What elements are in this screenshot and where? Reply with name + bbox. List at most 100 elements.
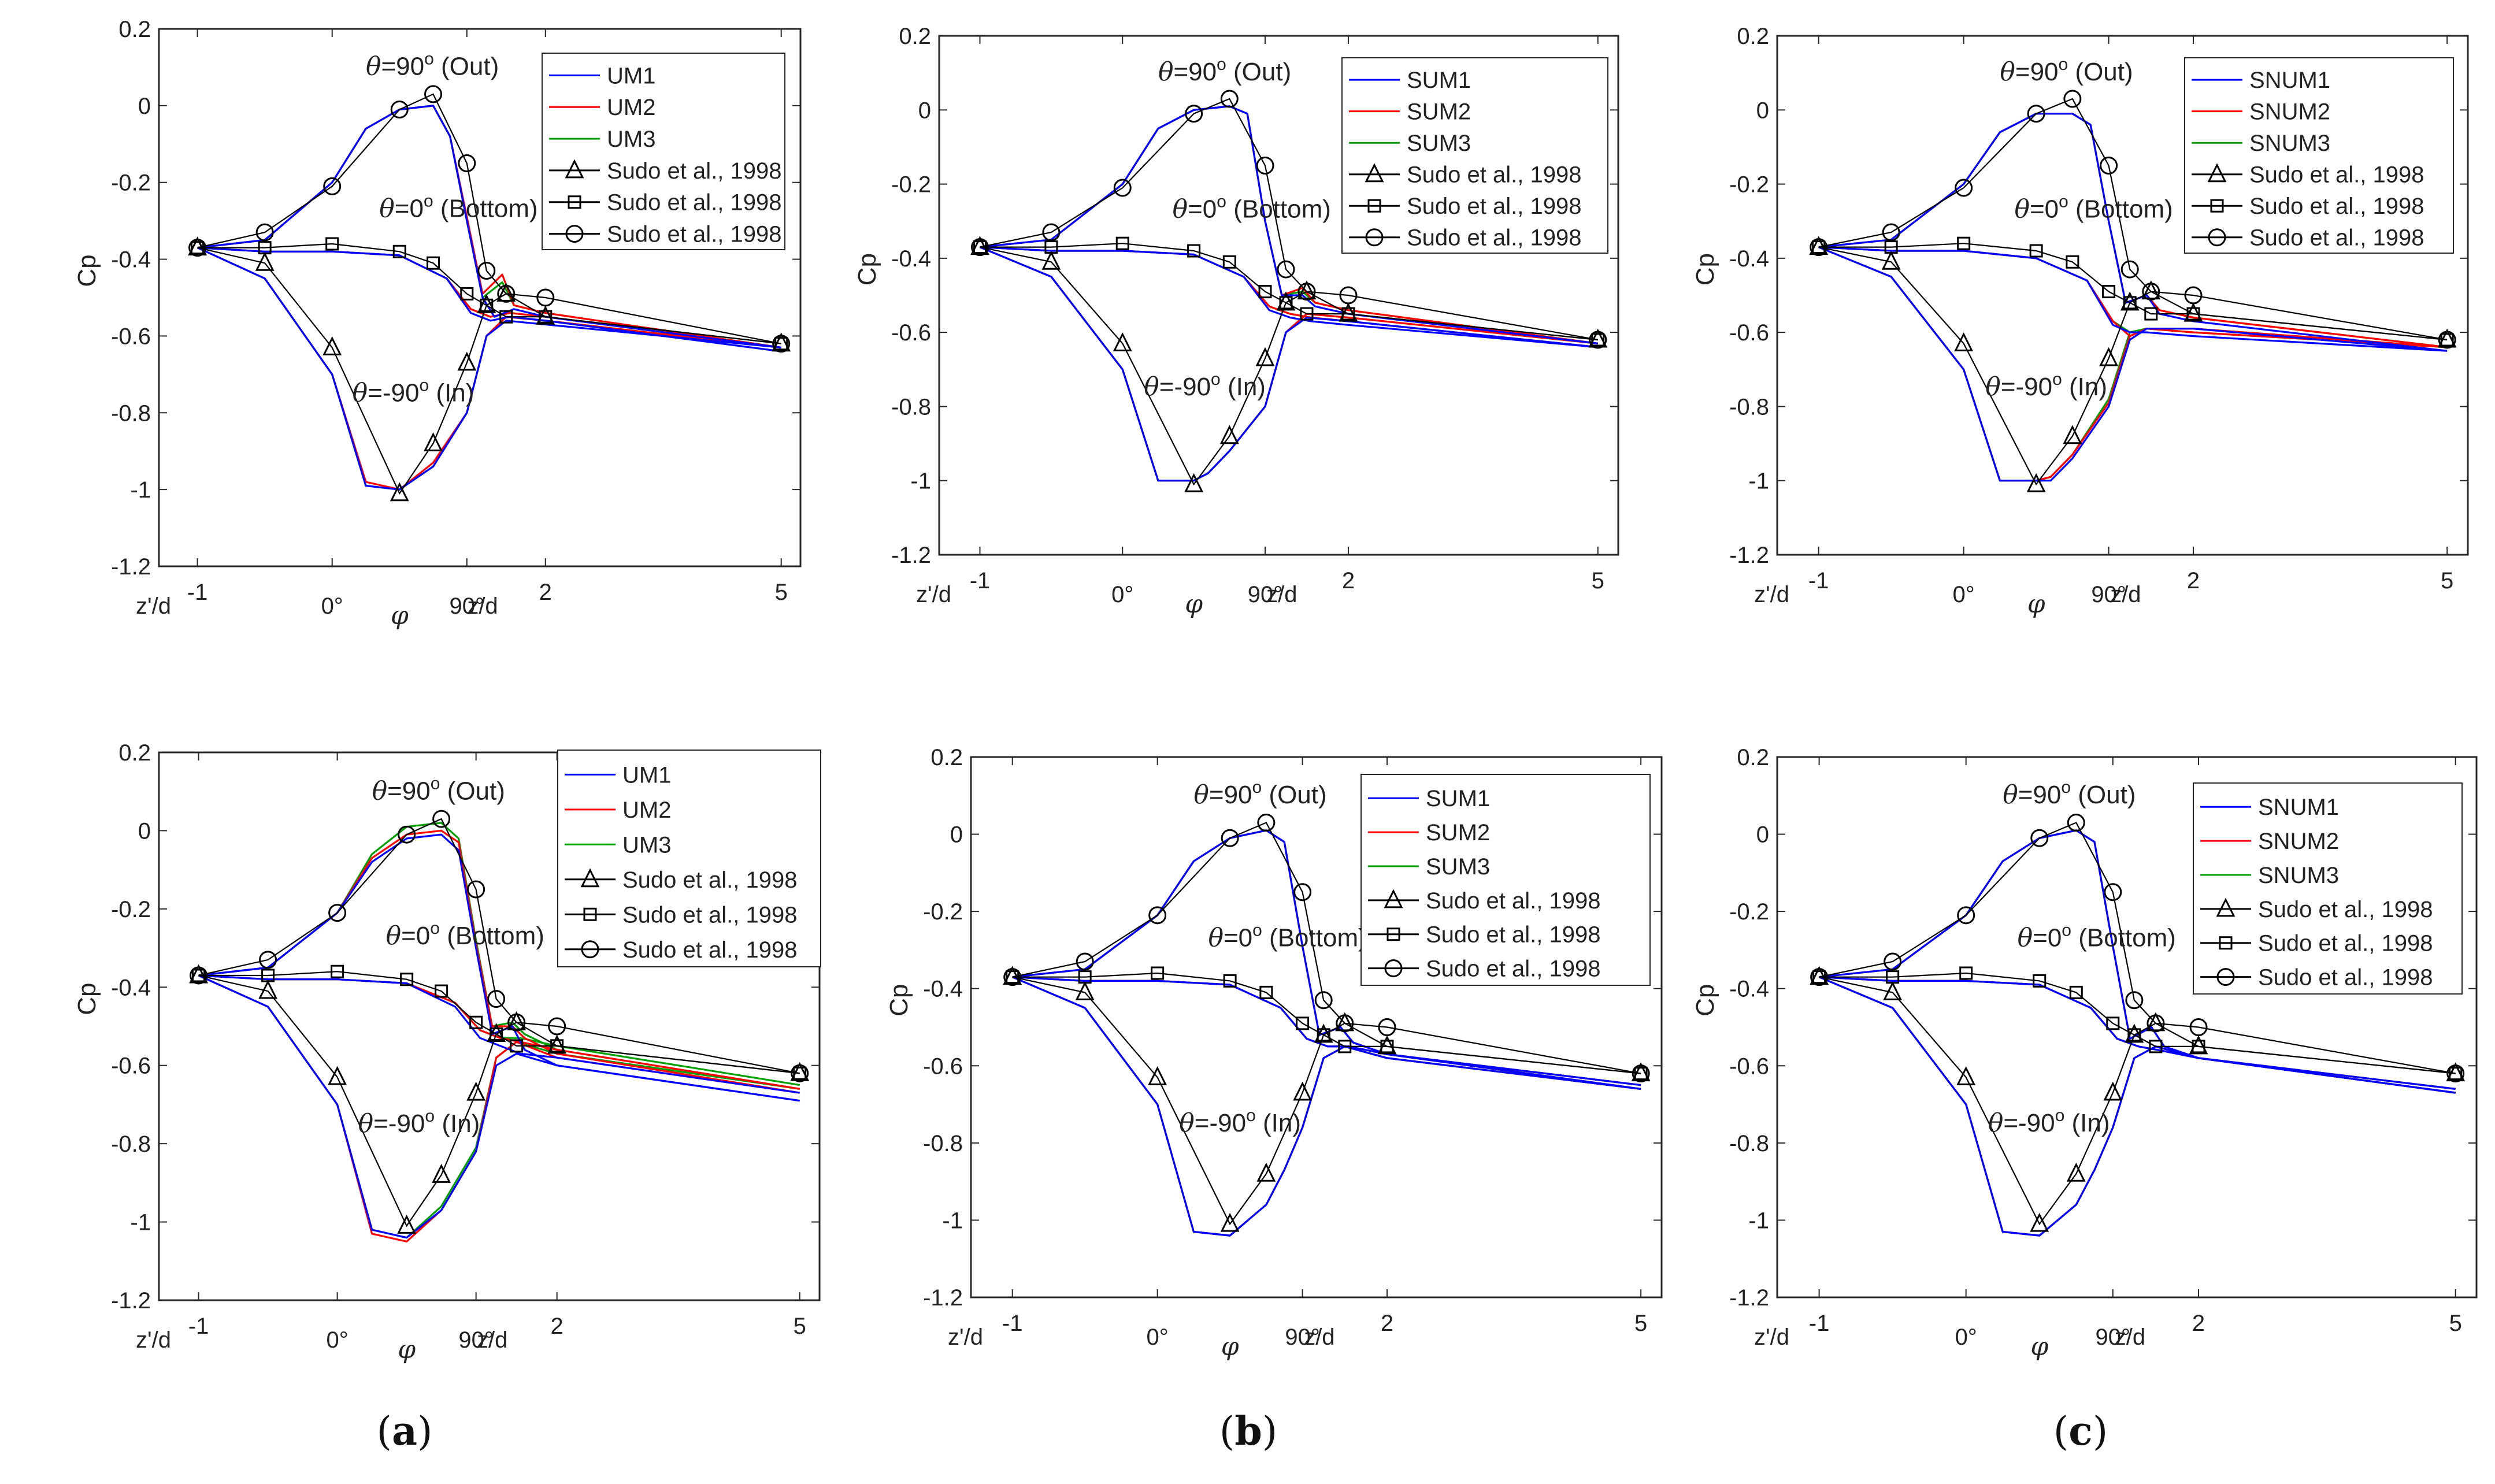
exp-square-line bbox=[1818, 243, 2448, 341]
x-tick-label-phi: φ bbox=[1221, 1332, 1239, 1361]
legend-entry: Sudo et al., 1998 bbox=[2249, 194, 2424, 219]
annotation-bottom-theta: θ bbox=[379, 194, 395, 224]
exp-circle-marker bbox=[2438, 331, 2456, 349]
panel-c2: 0.2 0 -0.2 -0.4 -0.6 -0.8 -1 -1.2 Cp z'/d -1 0° φ 90°… bbox=[1691, 745, 2478, 1361]
y-tick-label: -0.2 bbox=[111, 170, 151, 196]
x-tick-label-deg90: 90° bbox=[1248, 582, 1283, 607]
axes-box bbox=[158, 751, 821, 1301]
annotation-in-degree: o bbox=[425, 1107, 435, 1126]
exp-triangle-marker bbox=[2146, 1012, 2166, 1032]
annotation-out: θ=90o (Out) bbox=[1193, 778, 1326, 810]
exp-circle-marker bbox=[1293, 883, 1312, 901]
exp-circle-marker bbox=[1882, 223, 1900, 242]
annotation-out-value: =90 bbox=[387, 777, 431, 805]
annotation-in-label: (In) bbox=[435, 1110, 480, 1138]
annotation-out-theta: θ bbox=[372, 776, 388, 806]
exp-circle-marker bbox=[1256, 157, 1274, 175]
exp-square-marker bbox=[490, 1027, 503, 1041]
series-m3-in bbox=[197, 247, 781, 491]
exp-circle-marker bbox=[458, 154, 476, 172]
exp-circle-marker bbox=[255, 223, 274, 242]
x-tick-label-m1: -1 bbox=[188, 1314, 209, 1339]
exp-triangle-marker bbox=[2189, 1035, 2208, 1055]
exp-square-marker bbox=[1006, 970, 1019, 984]
exp-circle-marker bbox=[1884, 952, 1902, 971]
exp-circle-marker bbox=[1042, 223, 1061, 242]
legend-entry: Sudo et al., 1998 bbox=[1407, 225, 1581, 251]
series-m1-bottom bbox=[1819, 976, 2456, 1090]
exp-square-marker bbox=[2144, 307, 2158, 321]
exp-circle-marker bbox=[2027, 105, 2045, 123]
annotation-in-degree: o bbox=[2055, 1106, 2065, 1125]
exp-triangle-marker bbox=[2103, 1081, 2123, 1101]
legend-entry: Sudo et al., 1998 bbox=[1426, 956, 1600, 982]
annotation-bottom-degree: o bbox=[2059, 192, 2068, 211]
exp-square-marker bbox=[973, 240, 987, 254]
exp-circle-marker bbox=[1336, 1014, 1354, 1033]
annotation-out: θ=90o (Out) bbox=[1158, 55, 1291, 87]
exp-circle-marker bbox=[971, 238, 989, 257]
legend: UM1 UM2 UM3 Sudo et al., 1998 Sudo et al., 1… bbox=[557, 750, 821, 967]
x-tick-label-deg0: 0° bbox=[1953, 582, 1975, 607]
annotation-out-theta: θ bbox=[366, 52, 381, 81]
legend-entry: SNUM1 bbox=[2258, 795, 2339, 820]
legend-entry: SUM2 bbox=[1407, 99, 1471, 125]
panel-b1: 0.2 0 -0.2 -0.4 -0.6 -0.8 -1 -1.2 Cp z'/d -1 0° φ 90°… bbox=[853, 24, 1619, 619]
x-tick-label-m1: -1 bbox=[1808, 568, 1829, 593]
legend-entry: Sudo et al., 1998 bbox=[1426, 888, 1600, 914]
y-tick-label: 0 bbox=[950, 822, 963, 848]
exp-triangle-marker bbox=[255, 251, 275, 271]
exp-triangle-marker bbox=[2183, 302, 2203, 322]
x-tick-label-deg0: 0° bbox=[326, 1327, 348, 1353]
legend-box bbox=[2184, 57, 2454, 254]
exp-triangle-marker bbox=[477, 294, 496, 313]
x-tick-label-phi: φ bbox=[398, 1335, 416, 1364]
exp-square-marker bbox=[1296, 1016, 1310, 1030]
exp-square-marker bbox=[469, 1015, 483, 1029]
y-tick-label: 0.2 bbox=[899, 24, 931, 49]
legend-entry: Sudo et al., 1998 bbox=[622, 937, 797, 963]
exp-circle-marker bbox=[424, 85, 443, 103]
annotation-in-degree: o bbox=[1246, 1106, 1256, 1125]
x-tick-label-zpd: z'/d bbox=[948, 1325, 983, 1350]
exp-circle-marker bbox=[390, 101, 409, 118]
caption-letter: c bbox=[2068, 1408, 2092, 1455]
legend-entry: SNUM2 bbox=[2258, 829, 2339, 854]
legend-marker bbox=[2216, 897, 2236, 917]
exp-square-line bbox=[980, 243, 1598, 341]
x-tick-label-zpd: z'/d bbox=[1754, 1325, 1789, 1350]
exp-circle-marker bbox=[259, 951, 277, 969]
y-tick-label: -0.2 bbox=[111, 897, 151, 922]
y-tick-label: -0.4 bbox=[111, 247, 151, 273]
exp-circle-marker bbox=[1257, 814, 1276, 832]
annotation-bottom-degree: o bbox=[424, 192, 433, 211]
y-tick-label: -1 bbox=[1748, 1208, 1769, 1233]
series-m1-bottom bbox=[980, 246, 1598, 348]
exp-circle-marker bbox=[497, 284, 516, 303]
exp-square-marker bbox=[325, 237, 339, 251]
legend-entry: SNUM2 bbox=[2249, 99, 2330, 125]
annotation-in-value: =-90 bbox=[373, 1110, 425, 1138]
exp-triangle-marker bbox=[1339, 302, 1358, 322]
exp-triangle-line bbox=[980, 246, 1598, 486]
series-m1-in bbox=[979, 246, 1598, 482]
exp-circle-marker bbox=[507, 1013, 526, 1032]
annotation-in: θ=-90o (In) bbox=[1179, 1106, 1301, 1138]
y-tick-label: -0.8 bbox=[891, 394, 931, 420]
exp-square-marker bbox=[2149, 1040, 2163, 1053]
x-tick-label-two: 2 bbox=[2187, 568, 2200, 593]
y-tick-label: -0.6 bbox=[111, 1053, 151, 1079]
annotation-in-degree: o bbox=[1211, 370, 1221, 389]
exp-square-marker bbox=[2449, 1067, 2463, 1081]
x-tick-label-zd: z/d bbox=[1266, 582, 1297, 607]
annotation-out-label: (Out) bbox=[2071, 781, 2136, 809]
x-tick-label-deg90: 90° bbox=[1285, 1325, 1320, 1350]
annotation-bottom-value: =0 bbox=[2033, 923, 2062, 952]
exp-square-marker bbox=[460, 287, 474, 300]
y-tick-label: -0.8 bbox=[111, 1131, 151, 1157]
x-tick-label-zpd: z'/d bbox=[1754, 582, 1789, 607]
y-tick-label: -1.2 bbox=[1729, 543, 1769, 568]
exp-triangle-marker bbox=[496, 283, 516, 302]
series-m1-in bbox=[1012, 976, 1641, 1237]
legend-entry: Sudo et al., 1998 bbox=[2249, 162, 2424, 188]
